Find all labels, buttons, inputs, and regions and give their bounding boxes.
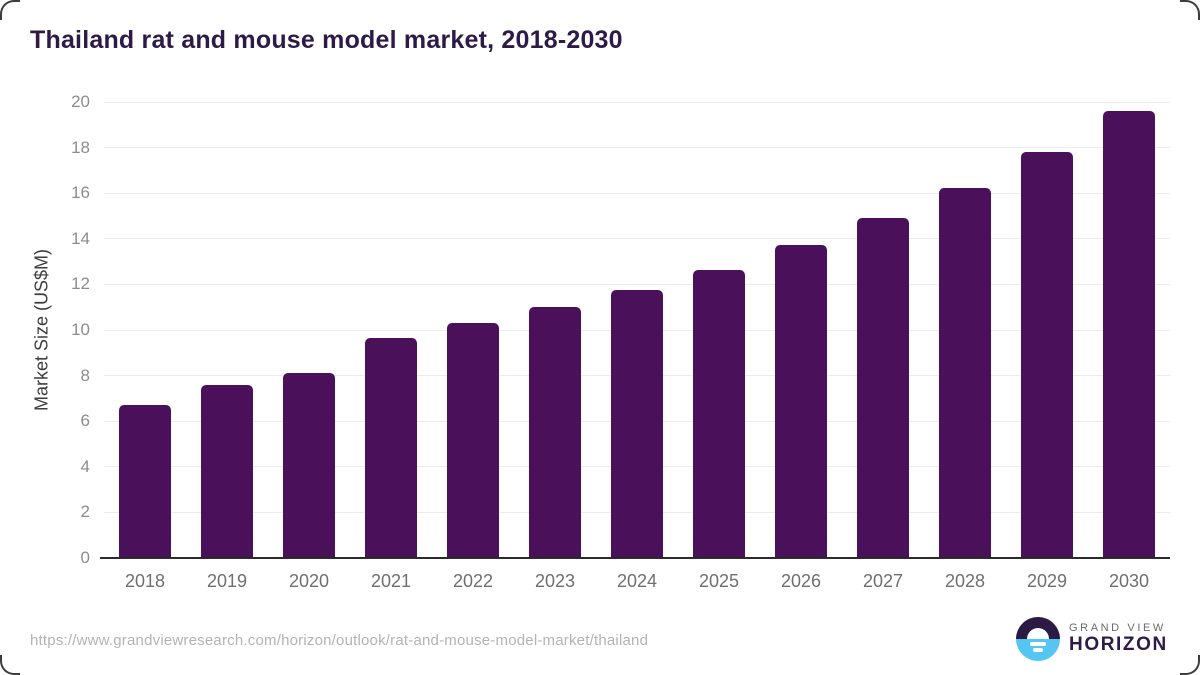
horizon-sunrise-icon <box>1016 617 1060 661</box>
logo-reflection-line-1 <box>1030 642 1046 646</box>
x-tick-label-2019: 2019 <box>206 571 248 591</box>
logo-sun-shape <box>1027 628 1049 639</box>
x-tick-label-2028: 2028 <box>944 571 986 591</box>
x-tick-label-2023: 2023 <box>534 571 576 591</box>
logo-wordmark-line1: GRAND VIEW <box>1069 621 1166 634</box>
y-tick-label-8: 8 <box>80 365 90 385</box>
y-tick-label-0: 0 <box>80 548 90 567</box>
logo-reflection-line-2 <box>1033 648 1043 652</box>
x-tick-label-2026: 2026 <box>780 571 822 591</box>
bar-2022 <box>447 323 499 557</box>
bar-2021 <box>365 337 417 557</box>
bar-2030 <box>1103 111 1155 557</box>
y-tick-label-4: 4 <box>80 456 90 476</box>
y-tick-label-10: 10 <box>71 320 90 339</box>
bar-2027 <box>857 218 909 557</box>
y-tick-label-16: 16 <box>71 183 90 203</box>
gridline-16 <box>104 192 1170 194</box>
grand-view-horizon-logo: GRAND VIEW HORIZON <box>1016 616 1168 662</box>
y-tick-label-18: 18 <box>71 137 90 157</box>
gridline-20 <box>104 101 1170 103</box>
logo-wordmark: GRAND VIEW HORIZON <box>1069 622 1168 656</box>
bar-2024 <box>611 290 663 557</box>
bar-2026 <box>775 244 827 557</box>
y-tick-label-14: 14 <box>71 228 90 248</box>
x-tick-label-2020: 2020 <box>288 571 330 591</box>
y-tick-label-2: 2 <box>80 502 90 522</box>
bar-2020 <box>283 373 335 557</box>
x-tick-label-2025: 2025 <box>698 571 740 591</box>
bar-2025 <box>693 269 745 557</box>
x-tick-label-2024: 2024 <box>616 571 658 591</box>
bar-2019 <box>201 384 253 557</box>
x-tick-label-2027: 2027 <box>862 571 904 591</box>
gridline-14 <box>104 238 1170 240</box>
bar-2018 <box>119 405 171 557</box>
gridline-18 <box>104 147 1170 149</box>
chart-title: Thailand rat and mouse model market, 201… <box>30 26 623 54</box>
gridline-12 <box>104 283 1170 285</box>
y-tick-label-20: 20 <box>71 92 90 111</box>
bar-2028 <box>939 187 991 557</box>
x-axis-line <box>100 557 1170 559</box>
logo-wordmark-line2: HORIZON <box>1069 634 1168 656</box>
x-tick-label-2030: 2030 <box>1108 571 1150 591</box>
x-tick-label-2018: 2018 <box>124 571 166 591</box>
bar-2023 <box>529 307 581 557</box>
y-tick-label-12: 12 <box>71 274 90 294</box>
x-tick-label-2022: 2022 <box>452 571 494 591</box>
source-url: https://www.grandviewresearch.com/horizo… <box>30 632 649 649</box>
y-tick-label-6: 6 <box>80 411 90 431</box>
x-tick-label-2021: 2021 <box>370 571 412 591</box>
bar-2029 <box>1021 152 1073 557</box>
x-tick-label-2029: 2029 <box>1026 571 1068 591</box>
